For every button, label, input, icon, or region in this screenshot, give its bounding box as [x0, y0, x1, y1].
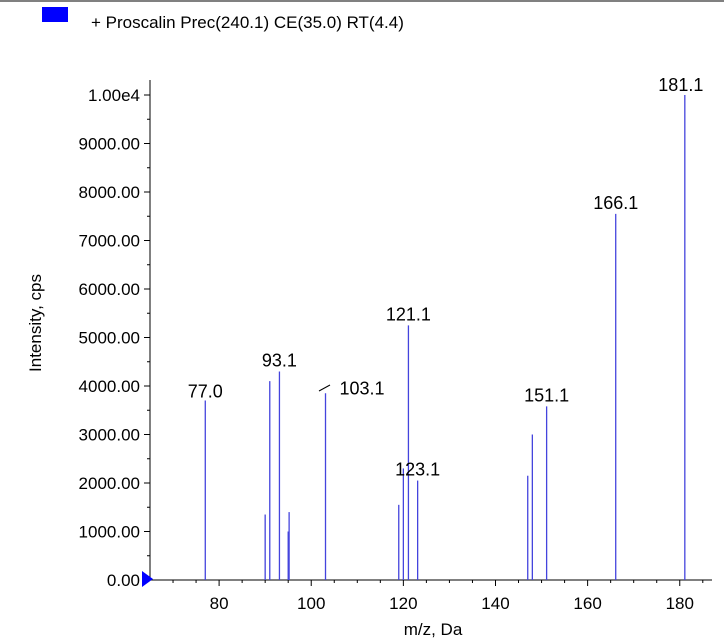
y-tick-label: 0.00	[107, 571, 140, 590]
peaks	[204, 95, 686, 580]
x-tick-label: 140	[481, 594, 509, 613]
y-axis-title: Intensity, cps	[26, 274, 45, 372]
peak-labels: 77.0 93.1 103.1 121.1 123.1 151.1 166.1 181.1	[188, 75, 704, 480]
legend-swatch	[42, 7, 68, 22]
peak-label: 166.1	[593, 193, 638, 213]
peak-label: 121.1	[386, 304, 431, 324]
peak-label: 181.1	[658, 75, 703, 95]
x-tick-label: 160	[573, 594, 601, 613]
x-axis-title: m/z, Da	[404, 620, 463, 639]
x-tick-label: 120	[389, 594, 417, 613]
y-tick-label: 5000.00	[79, 329, 140, 348]
peak-label: 151.1	[524, 385, 569, 405]
leader-line-103-1	[318, 384, 331, 392]
y-tick-label: 6000.00	[79, 280, 140, 299]
y-tick-label: 2000.00	[79, 474, 140, 493]
peak-label: 123.1	[395, 460, 440, 480]
y-tick-label: 4000.00	[79, 377, 140, 396]
y-tick-label: 9000.00	[79, 135, 140, 154]
x-ticks: 80 100 120 140 160 180	[172, 580, 704, 613]
origin-marker-icon	[142, 571, 153, 587]
y-ticks: 0.00 1000.00 2000.00 3000.00 4000.00 5000.00 6…	[79, 86, 150, 590]
x-tick-label: 100	[297, 594, 325, 613]
y-tick-label: 1.00e4	[88, 86, 140, 105]
y-tick-label: 8000.00	[79, 183, 140, 202]
legend-label: + Proscalin Prec(240.1) CE(35.0) RT(4.4)	[91, 13, 404, 32]
y-tick-label: 3000.00	[79, 426, 140, 445]
peak-label: 93.1	[262, 350, 297, 370]
x-tick-label: 180	[666, 594, 694, 613]
y-tick-label: 1000.00	[79, 523, 140, 542]
y-tick-label: 7000.00	[79, 232, 140, 251]
peak-label: 103.1	[340, 378, 385, 398]
x-tick-label: 80	[210, 594, 229, 613]
peak-label: 77.0	[188, 382, 223, 402]
